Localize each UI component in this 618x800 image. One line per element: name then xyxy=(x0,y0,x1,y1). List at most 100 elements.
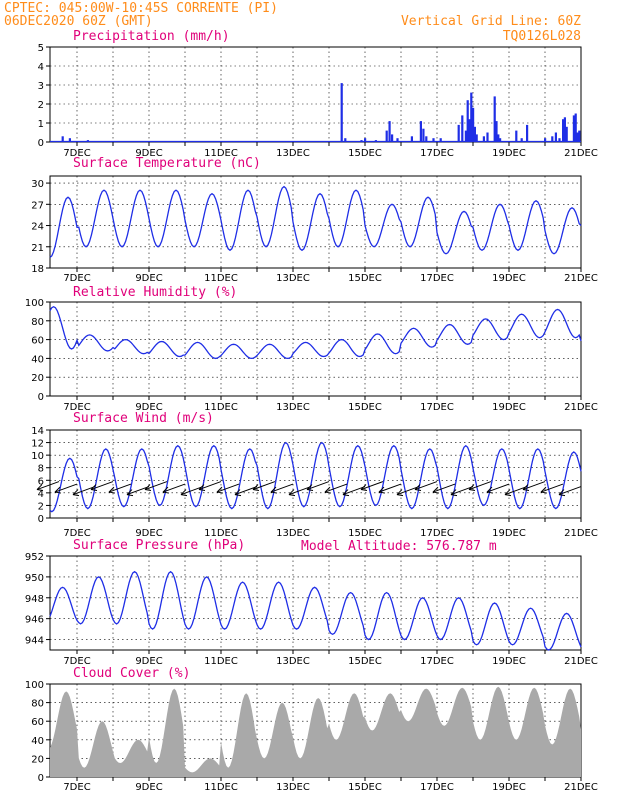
panel-title: Surface Wind (m/s) xyxy=(73,411,214,426)
precip-bar xyxy=(61,136,64,142)
wind-arrow-head xyxy=(486,486,494,494)
y-tick-label: 20 xyxy=(31,373,44,384)
wind-arrow-head xyxy=(270,486,278,494)
wind-arrow xyxy=(360,481,384,491)
panel-5: Surface Pressure (hPa) 944 946 948 950 952 7DE… xyxy=(25,538,598,667)
x-tick-label: 21DEC xyxy=(564,148,598,159)
y-tick-label: 2 xyxy=(38,501,44,512)
x-tick-label: 11DEC xyxy=(204,402,238,413)
precip-bar xyxy=(562,119,565,142)
x-tick-label: 11DEC xyxy=(204,273,238,284)
y-tick-label: 10 xyxy=(31,451,44,462)
precip-bar xyxy=(468,119,471,142)
y-tick-label: 100 xyxy=(25,298,44,309)
station-line: CPTEC: 045:00W-10:45S CORRENTE (PI) xyxy=(4,1,278,16)
x-tick-label: 19DEC xyxy=(492,148,526,159)
y-tick-label: 0 xyxy=(38,773,44,784)
y-tick-label: 60 xyxy=(31,336,44,347)
wind-arrow-head xyxy=(54,486,62,494)
series-line xyxy=(49,185,582,258)
wind-arrow xyxy=(180,486,204,496)
x-tick-label: 21DEC xyxy=(564,402,598,413)
x-tick-label: 19DEC xyxy=(492,402,526,413)
x-tick-label: 17DEC xyxy=(420,402,454,413)
x-tick-label: 11DEC xyxy=(204,656,238,667)
precip-bar xyxy=(544,138,547,142)
series-line xyxy=(49,570,582,651)
wind-arrow-head xyxy=(288,489,296,497)
precip-bar xyxy=(493,96,496,142)
wind-arrow-head xyxy=(144,484,152,492)
x-tick-label: 15DEC xyxy=(348,782,382,793)
wind-arrow xyxy=(522,481,546,491)
wind-arrow-head xyxy=(378,486,386,494)
precip-bar xyxy=(396,138,399,142)
x-tick-label: 13DEC xyxy=(276,148,310,159)
panel-2: Surface Temperature (nC) 18 21 24 27 30 7DEC 9D… xyxy=(31,156,598,284)
wind-arrow xyxy=(108,483,132,493)
wind-arrow-head xyxy=(342,489,350,497)
x-tick-label: 11DEC xyxy=(204,528,238,539)
panel-1: Precipitation (mm/h) 0 1 2 3 4 5 7DEC 9DEC 11DEC 1… xyxy=(38,29,598,159)
plot-frame xyxy=(49,301,582,397)
series-line xyxy=(49,441,582,513)
wind-arrow xyxy=(504,486,528,496)
wind-arrow-head xyxy=(306,484,314,492)
grid-line-note: Vertical Grid Line: 60Z xyxy=(401,14,581,29)
x-tick-label: 19DEC xyxy=(492,273,526,284)
y-tick-label: 4 xyxy=(38,489,44,500)
precip-bar xyxy=(563,117,566,142)
precip-bar xyxy=(526,124,529,142)
x-tick-label: 19DEC xyxy=(492,782,526,793)
precip-bar xyxy=(554,132,557,142)
y-tick-label: 20 xyxy=(31,754,44,765)
x-tick-label: 9DEC xyxy=(135,273,162,284)
wind-arrow-head xyxy=(36,484,44,492)
wind-arrow xyxy=(432,483,456,493)
wind-arrow xyxy=(378,483,402,493)
panel-title: Cloud Cover (%) xyxy=(73,666,190,681)
panel-title: Precipitation (mm/h) xyxy=(73,29,230,44)
precip-bar xyxy=(574,113,577,142)
precip-bar xyxy=(520,138,523,142)
x-tick-label: 17DEC xyxy=(420,656,454,667)
y-tick-label: 948 xyxy=(25,594,44,605)
x-tick-label: 21DEC xyxy=(564,528,598,539)
y-tick-label: 80 xyxy=(31,317,44,328)
precip-bar xyxy=(576,132,579,142)
precip-bar xyxy=(439,138,442,142)
wind-arrow xyxy=(558,486,582,496)
wind-arrow-head xyxy=(162,486,170,494)
y-tick-label: 100 xyxy=(25,680,44,691)
x-tick-label: 15DEC xyxy=(348,528,382,539)
wind-arrow-head xyxy=(324,486,332,494)
y-tick-label: 18 xyxy=(31,264,44,275)
precip-bar xyxy=(558,138,561,142)
y-tick-label: 0 xyxy=(38,392,44,403)
y-tick-label: 0 xyxy=(38,514,44,525)
x-tick-label: 9DEC xyxy=(135,782,162,793)
x-tick-label: 17DEC xyxy=(420,782,454,793)
precip-bar xyxy=(464,130,467,142)
wind-arrow xyxy=(144,481,168,491)
x-tick-label: 7DEC xyxy=(63,528,90,539)
plot-frame xyxy=(49,46,582,143)
wind-arrow-head xyxy=(90,484,98,492)
y-tick-label: 1 xyxy=(38,119,44,130)
wind-arrow xyxy=(414,481,438,491)
precip-bar xyxy=(499,138,502,142)
x-tick-label: 17DEC xyxy=(420,148,454,159)
x-tick-label: 15DEC xyxy=(348,402,382,413)
y-tick-label: 24 xyxy=(31,222,44,233)
precip-bar xyxy=(472,107,475,142)
x-tick-label: 15DEC xyxy=(348,273,382,284)
y-tick-label: 952 xyxy=(25,552,44,563)
plot-frame xyxy=(49,429,582,519)
wind-arrow-head xyxy=(540,486,548,494)
precip-bar xyxy=(388,121,391,142)
precip-bar xyxy=(495,121,498,142)
x-tick-label: 7DEC xyxy=(63,148,90,159)
model-code: TQ0126L028 xyxy=(503,29,581,44)
precip-bar xyxy=(565,126,568,142)
x-tick-label: 7DEC xyxy=(63,656,90,667)
